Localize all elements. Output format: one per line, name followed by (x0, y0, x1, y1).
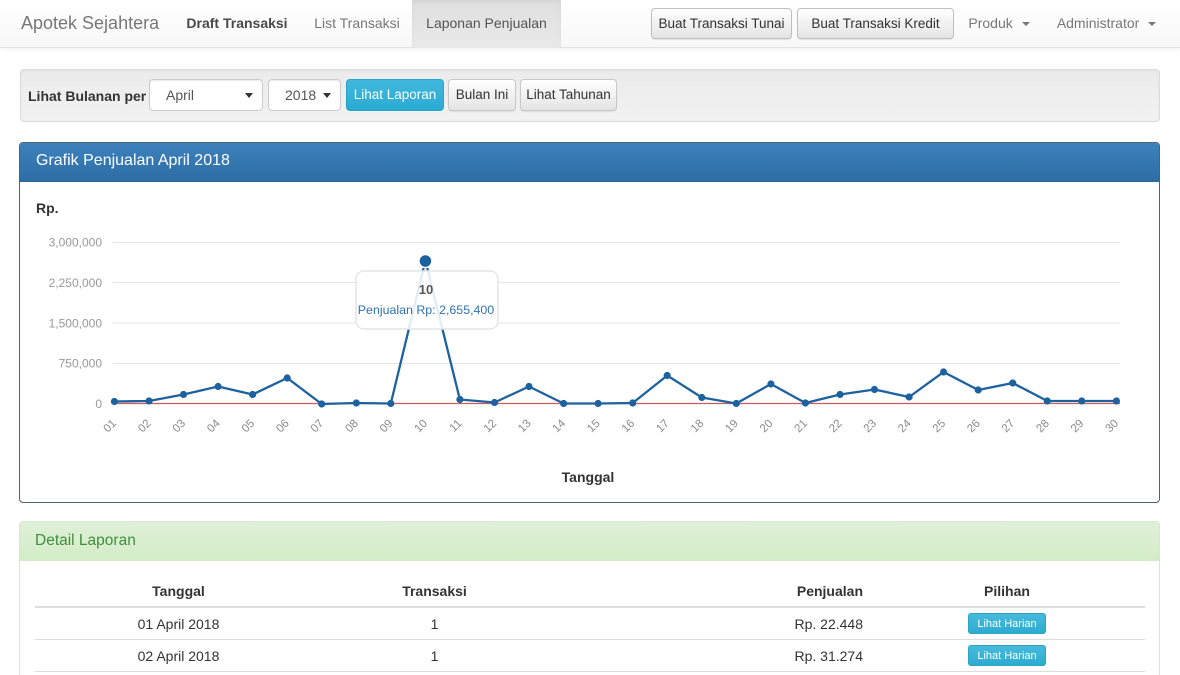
svg-text:04: 04 (205, 417, 223, 435)
svg-text:19: 19 (723, 418, 741, 436)
svg-text:24: 24 (896, 417, 914, 435)
svg-text:01: 01 (101, 418, 119, 436)
svg-text:09: 09 (378, 418, 396, 436)
svg-text:2,250,000: 2,250,000 (49, 276, 103, 290)
svg-text:10: 10 (419, 282, 433, 297)
svg-text:05: 05 (240, 418, 258, 436)
svg-text:Rp.: Rp. (36, 200, 59, 216)
svg-text:12: 12 (482, 418, 500, 436)
svg-text:Penjualan Rp: 2,655,400: Penjualan Rp: 2,655,400 (358, 303, 495, 317)
svg-text:13: 13 (516, 418, 534, 436)
svg-text:06: 06 (274, 418, 292, 436)
svg-text:16: 16 (620, 418, 638, 436)
svg-text:21: 21 (792, 418, 810, 436)
svg-text:29: 29 (1069, 418, 1087, 436)
svg-text:17: 17 (654, 418, 672, 436)
svg-text:3,000,000: 3,000,000 (49, 236, 103, 250)
svg-text:0: 0 (95, 397, 102, 411)
svg-text:08: 08 (343, 418, 361, 436)
svg-text:03: 03 (171, 418, 189, 436)
svg-text:22: 22 (827, 418, 845, 436)
svg-text:750,000: 750,000 (59, 357, 103, 371)
svg-text:27: 27 (1000, 418, 1018, 436)
svg-text:25: 25 (931, 418, 949, 436)
svg-text:30: 30 (1103, 418, 1121, 436)
svg-text:20: 20 (758, 418, 776, 436)
svg-text:11: 11 (448, 418, 465, 435)
svg-text:28: 28 (1034, 418, 1052, 436)
svg-text:Tanggal: Tanggal (562, 469, 615, 485)
svg-text:23: 23 (862, 418, 880, 436)
svg-text:18: 18 (689, 418, 707, 436)
svg-text:1,500,000: 1,500,000 (49, 316, 103, 330)
svg-text:02: 02 (136, 418, 154, 436)
svg-text:26: 26 (965, 418, 983, 436)
svg-text:07: 07 (309, 418, 327, 436)
svg-text:10: 10 (412, 418, 430, 436)
svg-text:15: 15 (585, 418, 603, 436)
svg-text:14: 14 (551, 417, 569, 435)
